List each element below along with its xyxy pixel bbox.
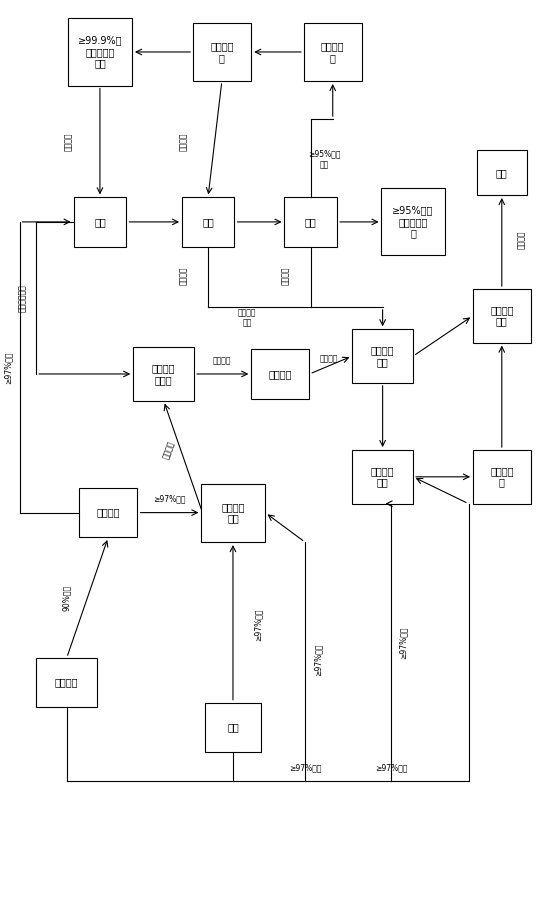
Text: 五氟化碘: 五氟化碘 [213,356,231,365]
Text: ≥97%氟气: ≥97%氟气 [153,495,185,504]
Text: 捕集: 捕集 [305,217,316,227]
Text: 五氟化碘: 五氟化碘 [162,440,176,460]
Bar [133,347,194,400]
Text: 液化硫碘: 液化硫碘 [268,369,292,379]
Text: ≥97%氟气: ≥97%氟气 [254,608,263,641]
Bar [381,188,445,256]
Text: ≥95%四氟
化硫: ≥95%四氟 化硫 [308,149,340,169]
Text: 抽空气体: 抽空气体 [179,266,188,284]
Text: 模压机升
压: 模压机升 压 [321,41,344,63]
Text: ≥97%氟气: ≥97%氟气 [313,644,322,677]
Text: 抽空气体: 抽空气体 [179,132,188,150]
Text: 氟气纯化: 氟气纯化 [96,508,120,518]
Bar [36,658,97,707]
Text: 90%氟气: 90%氟气 [62,584,71,610]
Text: 抽空混合
气体: 抽空混合 气体 [237,308,256,328]
Bar [473,289,531,343]
Bar [68,18,132,86]
Bar [251,349,309,399]
Bar [352,329,413,382]
Text: 排空: 排空 [496,167,508,177]
Text: ≥95%四氟
化硫产品充
装: ≥95%四氟 化硫产品充 装 [393,205,434,239]
Text: 分离: 分离 [202,217,214,227]
Bar [181,197,234,247]
Text: 五氟化碘: 五氟化碘 [320,355,338,364]
Text: 释压气体: 释压气体 [64,132,73,150]
Text: ≥97%氟气: ≥97%氟气 [4,352,13,384]
Text: 四氟化硫粗气: 四氟化硫粗气 [18,284,27,311]
Bar [304,22,362,81]
Text: 精馏塔提
纯: 精馏塔提 纯 [210,41,234,63]
Bar [201,483,265,542]
Text: 三级冷凝
回收: 三级冷凝 回收 [371,466,394,488]
Text: 木炭反应
器: 木炭反应 器 [490,466,514,488]
Text: 精碘: 精碘 [227,723,239,733]
Bar [79,488,137,537]
Text: 制备五氟
化碘: 制备五氟 化碘 [221,502,245,524]
Text: 一级冷凝
回收: 一级冷凝 回收 [371,346,394,367]
Text: ≥97%氟气: ≥97%氟气 [399,626,408,659]
Text: ≥97%氟气: ≥97%氟气 [375,763,407,772]
Text: 电解氟气: 电解氟气 [55,678,78,688]
Bar [352,450,413,504]
Text: 冷却: 冷却 [94,217,106,227]
Bar [477,150,527,195]
Text: ≥97%氟气: ≥97%氟气 [289,763,321,772]
Text: 四氟化硫
反应器: 四氟化硫 反应器 [152,364,175,385]
Bar [284,197,337,247]
Text: 抽空气体: 抽空气体 [281,266,290,284]
Text: ≥99.9%四
氟化硫产品
充装: ≥99.9%四 氟化硫产品 充装 [78,35,122,68]
Bar [73,197,126,247]
Bar [206,703,261,751]
Text: 水喷式真
空泵: 水喷式真 空泵 [490,305,514,327]
Text: 杂质气体: 杂质气体 [517,230,526,249]
Bar [193,22,251,81]
Bar [473,450,531,504]
